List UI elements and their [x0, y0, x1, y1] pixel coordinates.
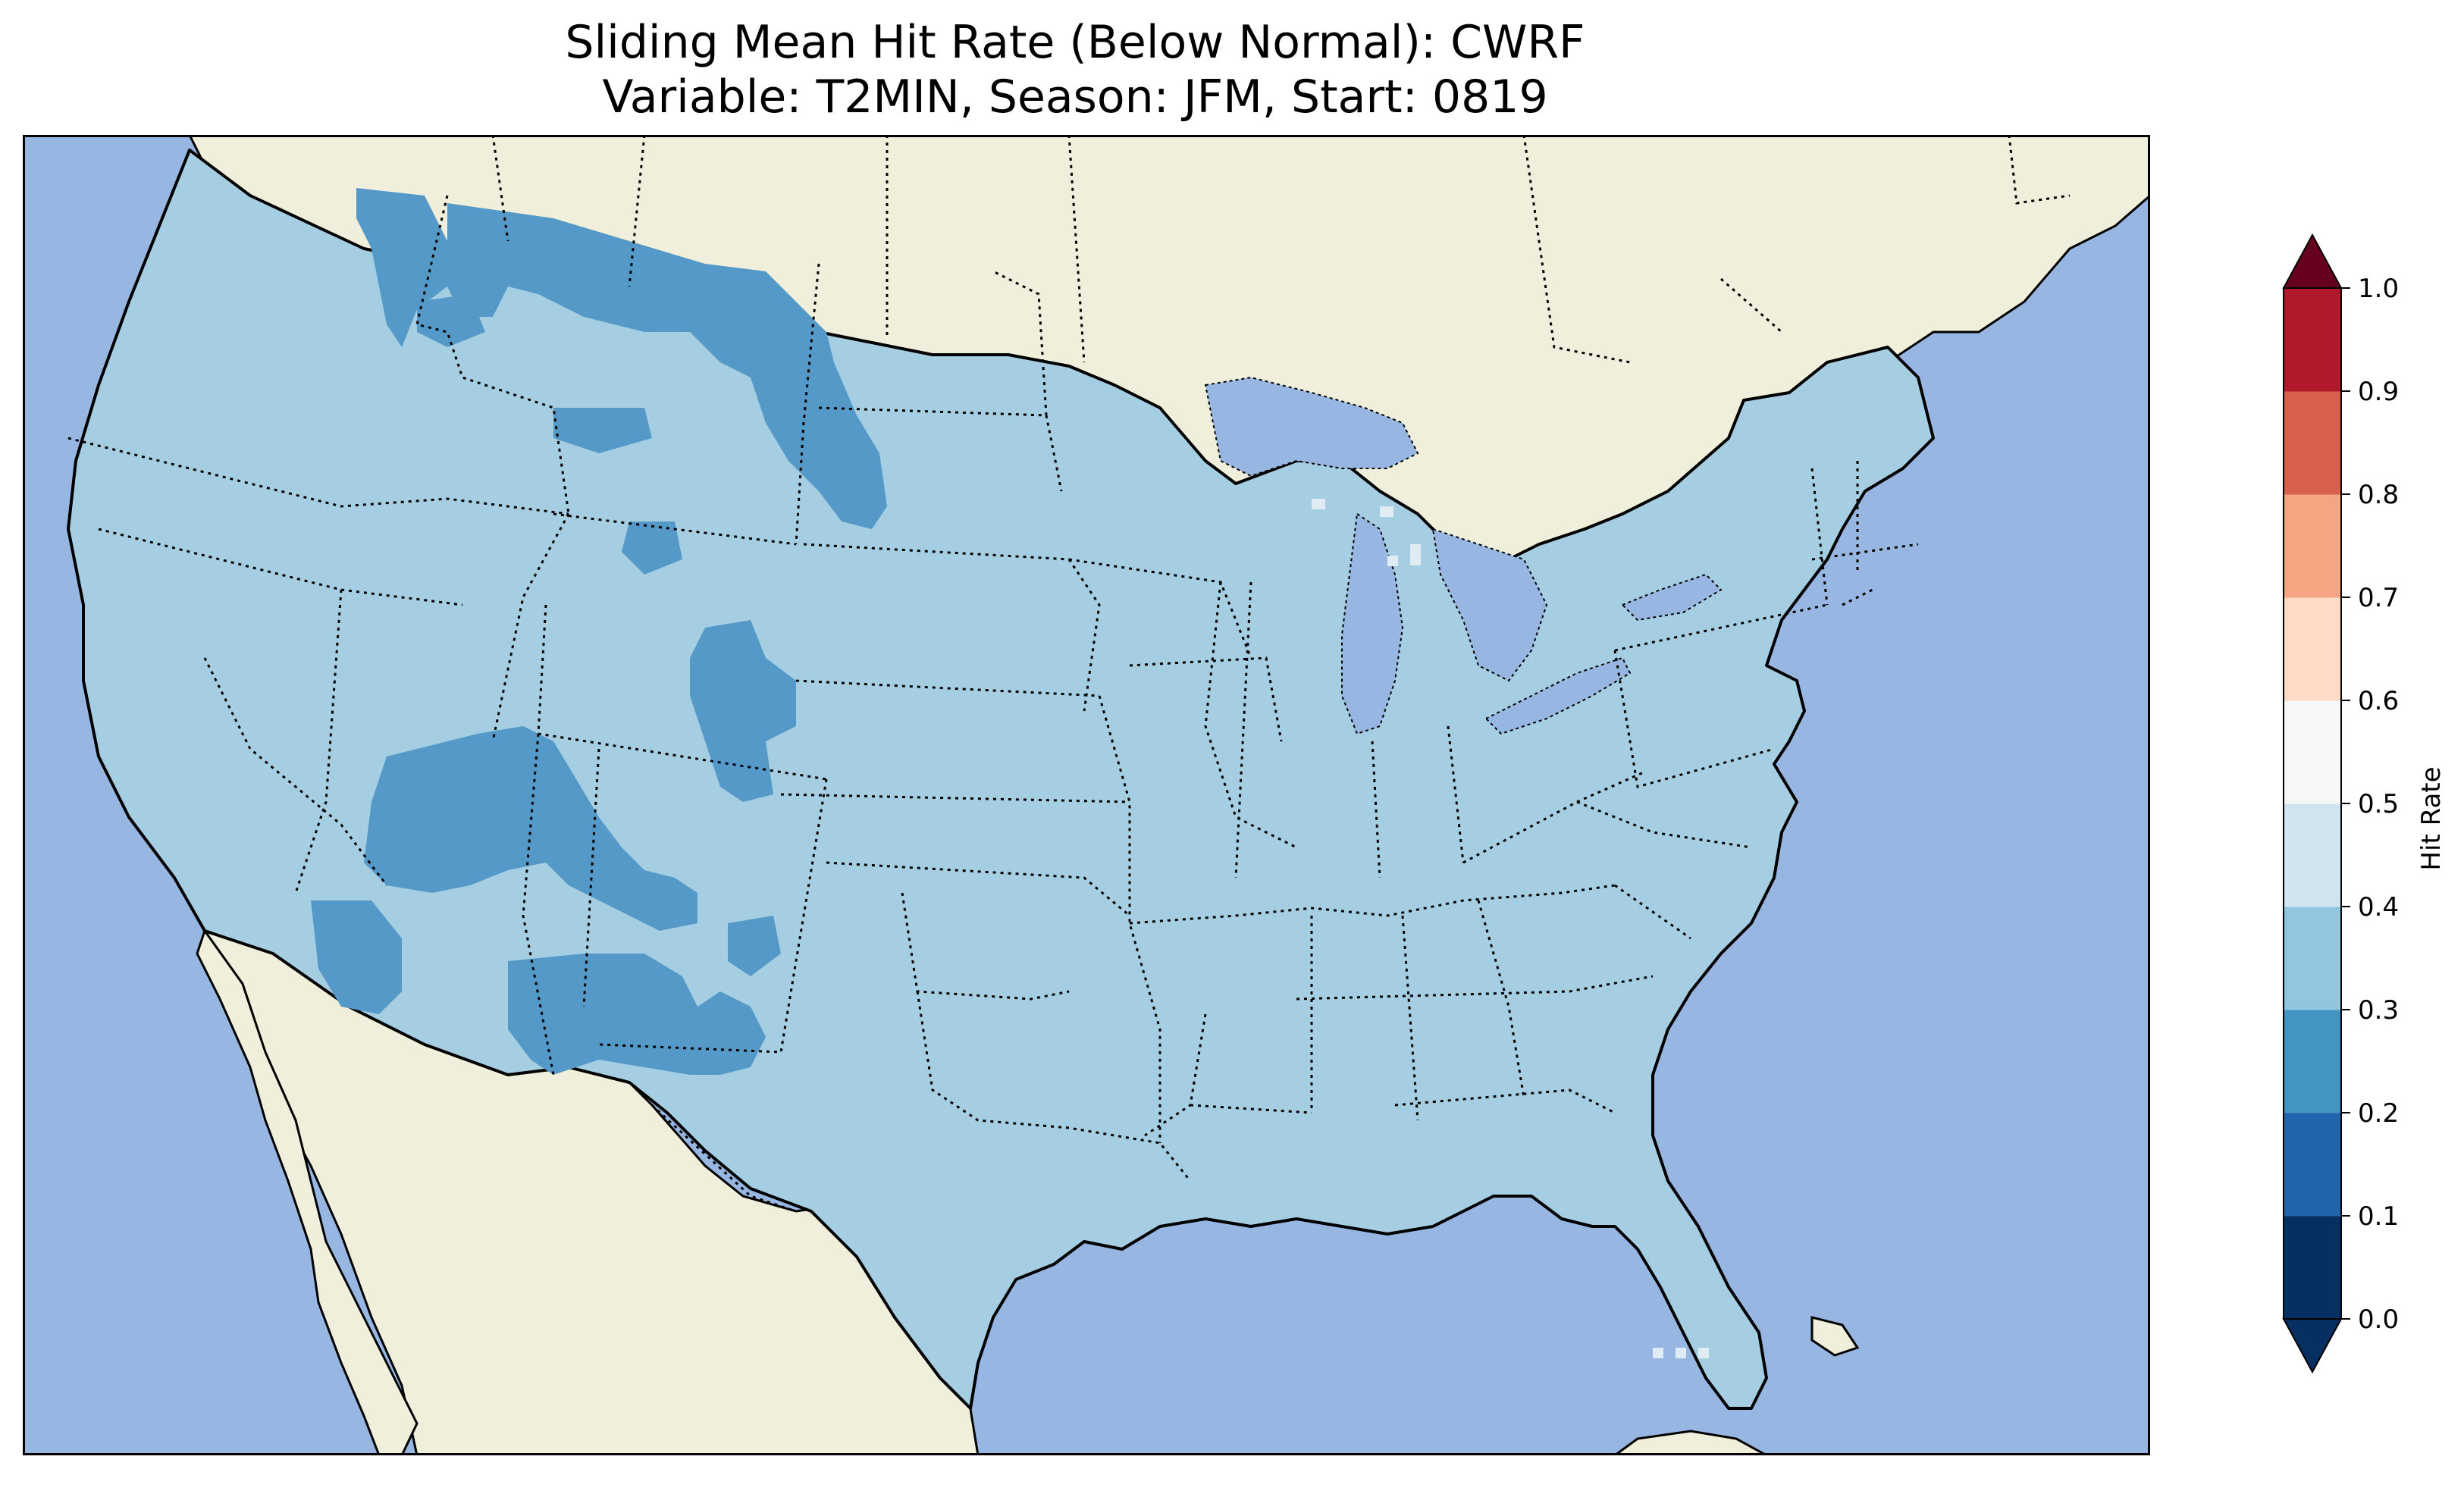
colorbar-tick-label: 0.8 [2358, 480, 2399, 510]
region-colorado-rockies [690, 620, 796, 802]
colorbar-bin [2284, 1010, 2341, 1113]
colorbar-bin [2284, 907, 2341, 1010]
map-panel [23, 135, 2150, 1455]
baja-peninsula [196, 928, 419, 1455]
usa-land [67, 149, 1935, 1410]
map-title: Sliding Mean Hit Rate (Below Normal): CW… [0, 15, 2150, 124]
cell-florida-keys-2 [1676, 1348, 1686, 1358]
cell-florida-keys-3 [1698, 1348, 1709, 1358]
lake-huron [1431, 528, 1548, 682]
region-wyoming-dakota-band [447, 203, 887, 529]
province-borders [491, 135, 2071, 364]
colorbar-tick-label: 0.3 [2358, 995, 2399, 1026]
hit-rate-class-0.2-0.3 [311, 188, 887, 1075]
colorbar-bin [2284, 803, 2341, 907]
hit-rate-class-0.4-0.5 [1312, 499, 1709, 1358]
colorbar-tick-label: 0.9 [2358, 377, 2399, 407]
title-line-2: Variable: T2MIN, Season: JFM, Start: 081… [602, 70, 1548, 124]
colorbar-bin [2284, 700, 2341, 804]
colorbar-tick-label: 0.0 [2358, 1305, 2399, 1335]
region-idaho-patch [417, 294, 485, 347]
colorbar-extend-min [2282, 1318, 2343, 1374]
colorbar-extend-max [2282, 233, 2343, 289]
region-new-mexico-east [728, 916, 781, 976]
cell-lake-michigan-3 [1410, 544, 1421, 565]
colorbar-bin [2284, 597, 2341, 701]
colorbar-tick-label: 0.5 [2358, 789, 2399, 819]
region-utah-plateau [364, 726, 698, 931]
cuba-land [1613, 1430, 1767, 1455]
colorbar-tick-label: 0.2 [2358, 1098, 2399, 1129]
region-colorado-north [622, 521, 682, 575]
cell-lake-michigan-1 [1312, 499, 1325, 509]
cell-lake-michigan-4 [1387, 556, 1398, 566]
colorbar-tick-label: 0.7 [2358, 583, 2399, 613]
lake-superior [1204, 376, 1419, 478]
lake-erie [1484, 656, 1632, 735]
colorbar-bin [2284, 1216, 2341, 1320]
region-northern-rockies [356, 188, 447, 347]
colorbar: 0.0 0.1 0.2 0.3 0.4 0.5 0.6 0.7 0.8 0.9 1.0 Hit Ra… [2282, 233, 2447, 1374]
lake-ontario [1621, 573, 1723, 622]
colorbar-bin [2284, 288, 2341, 392]
region-wyoming-basin [553, 408, 652, 453]
bahamas-land [1810, 1316, 1860, 1357]
region-arizona-new-mexico [508, 954, 766, 1075]
colorbar-label: Hit Rate [2416, 766, 2447, 870]
cell-lake-michigan-2 [1380, 506, 1393, 517]
colorbar-bin [2284, 391, 2341, 495]
state-borders [67, 195, 1919, 1213]
colorbar-bin [2284, 1113, 2341, 1217]
colorbar-bin [2284, 494, 2341, 598]
lake-michigan [1341, 512, 1404, 735]
region-nevada-arizona [311, 900, 402, 1014]
colorbar-tick-label: 0.1 [2358, 1201, 2399, 1232]
cell-florida-keys-1 [1653, 1348, 1663, 1358]
colorbar-tick-label: 0.6 [2358, 686, 2399, 716]
title-line-1: Sliding Mean Hit Rate (Below Normal): CW… [565, 16, 1585, 69]
colorbar-tick-label: 1.0 [2358, 274, 2399, 304]
colorbar-tick-label: 0.4 [2358, 892, 2399, 922]
